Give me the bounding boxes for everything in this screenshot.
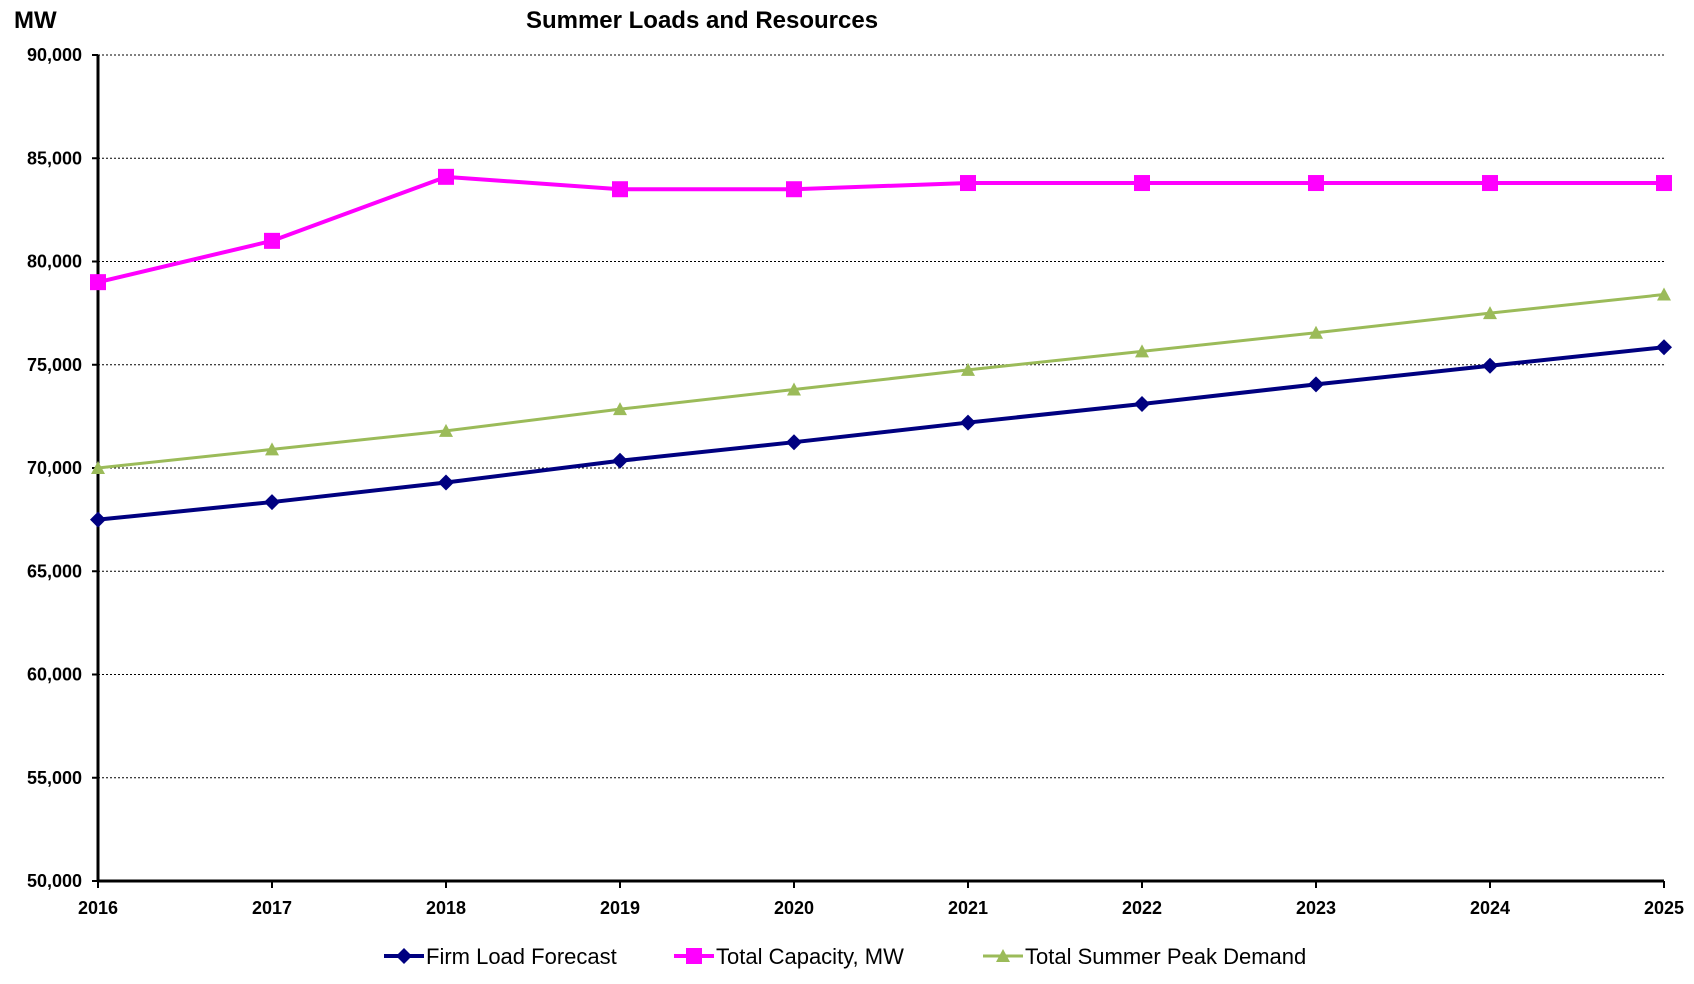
- data-point: [264, 232, 280, 249]
- data-point: [961, 362, 975, 376]
- x-tick-label: 2016: [78, 898, 118, 918]
- x-tick-label: 2018: [426, 898, 466, 918]
- legend-item: Total Summer Peak Demand: [983, 944, 1306, 969]
- series-line: [97, 174, 1664, 285]
- series-square: [90, 168, 1672, 291]
- x-tick-label: 2024: [1470, 898, 1510, 918]
- x-tick-label: 2017: [252, 898, 292, 918]
- legend-marker: [686, 948, 702, 964]
- y-tick-label: 85,000: [27, 148, 82, 168]
- y-tick-label: 65,000: [27, 561, 82, 581]
- data-point: [1134, 395, 1150, 412]
- legend: Firm Load Forecast Total Capacity, MW Tota…: [384, 944, 1306, 969]
- legend-marker: [396, 948, 412, 964]
- data-point: [960, 414, 976, 431]
- x-tick-label: 2022: [1122, 898, 1162, 918]
- x-tick-label: 2023: [1296, 898, 1336, 918]
- data-point: [438, 474, 454, 491]
- axes: [92, 54, 1665, 888]
- data-point: [612, 452, 628, 469]
- data-point: [612, 181, 628, 198]
- chart-title: Summer Loads and Resources: [526, 7, 878, 34]
- legend-label: Total Capacity, MW: [716, 944, 904, 969]
- y-tick-labels: 50,000 55,000 60,000 65,000 70,000 75,000 80,0…: [27, 45, 82, 891]
- y-tick-label: 60,000: [27, 665, 82, 685]
- data-point: [1482, 175, 1498, 192]
- series-triangle: [91, 287, 1671, 474]
- data-point: [786, 434, 802, 451]
- x-tick-labels: 2016 2017 2018 2019 2020 2021 2022 2023 2024 2025: [78, 898, 1684, 918]
- series-diamond: [90, 339, 1672, 528]
- series-lines: [90, 168, 1672, 528]
- data-point: [264, 494, 280, 511]
- data-point: [613, 402, 627, 416]
- series-line: [97, 345, 1665, 522]
- data-point: [265, 442, 279, 456]
- data-point: [1308, 175, 1324, 192]
- data-point: [786, 181, 802, 198]
- data-point: [91, 461, 105, 474]
- legend-marker: [996, 949, 1010, 962]
- y-tick-label: 50,000: [27, 871, 82, 891]
- data-point: [1483, 306, 1497, 320]
- data-point: [1482, 357, 1498, 374]
- data-point: [1656, 175, 1672, 192]
- legend-label: Total Summer Peak Demand: [1025, 944, 1306, 969]
- y-tick-label: 70,000: [27, 458, 82, 478]
- x-tick-label: 2021: [948, 898, 988, 918]
- data-point: [90, 511, 106, 528]
- y-tick-label: 90,000: [27, 45, 82, 65]
- legend-label: Firm Load Forecast: [426, 944, 617, 969]
- x-tick-label: 2019: [600, 898, 640, 918]
- x-tick-label: 2020: [774, 898, 814, 918]
- y-tick-label: 80,000: [27, 252, 82, 272]
- data-point: [90, 274, 106, 291]
- y-tick-label: 75,000: [27, 355, 82, 375]
- legend-item: Firm Load Forecast: [384, 944, 617, 969]
- data-point: [1308, 376, 1324, 393]
- gridlines: [98, 54, 1664, 779]
- data-point: [960, 175, 976, 192]
- data-point: [1656, 339, 1672, 356]
- x-tick-label: 2025: [1644, 898, 1684, 918]
- data-point: [1657, 287, 1671, 301]
- data-point: [1135, 344, 1149, 358]
- y-axis-unit-label: MW: [14, 7, 57, 34]
- y-tick-label: 55,000: [27, 768, 82, 788]
- data-point: [439, 423, 453, 437]
- data-point: [1134, 175, 1150, 192]
- series-line: [97, 293, 1665, 470]
- legend-item: Total Capacity, MW: [674, 944, 904, 969]
- data-point: [1309, 325, 1323, 339]
- data-point: [438, 168, 454, 185]
- data-point: [787, 382, 801, 396]
